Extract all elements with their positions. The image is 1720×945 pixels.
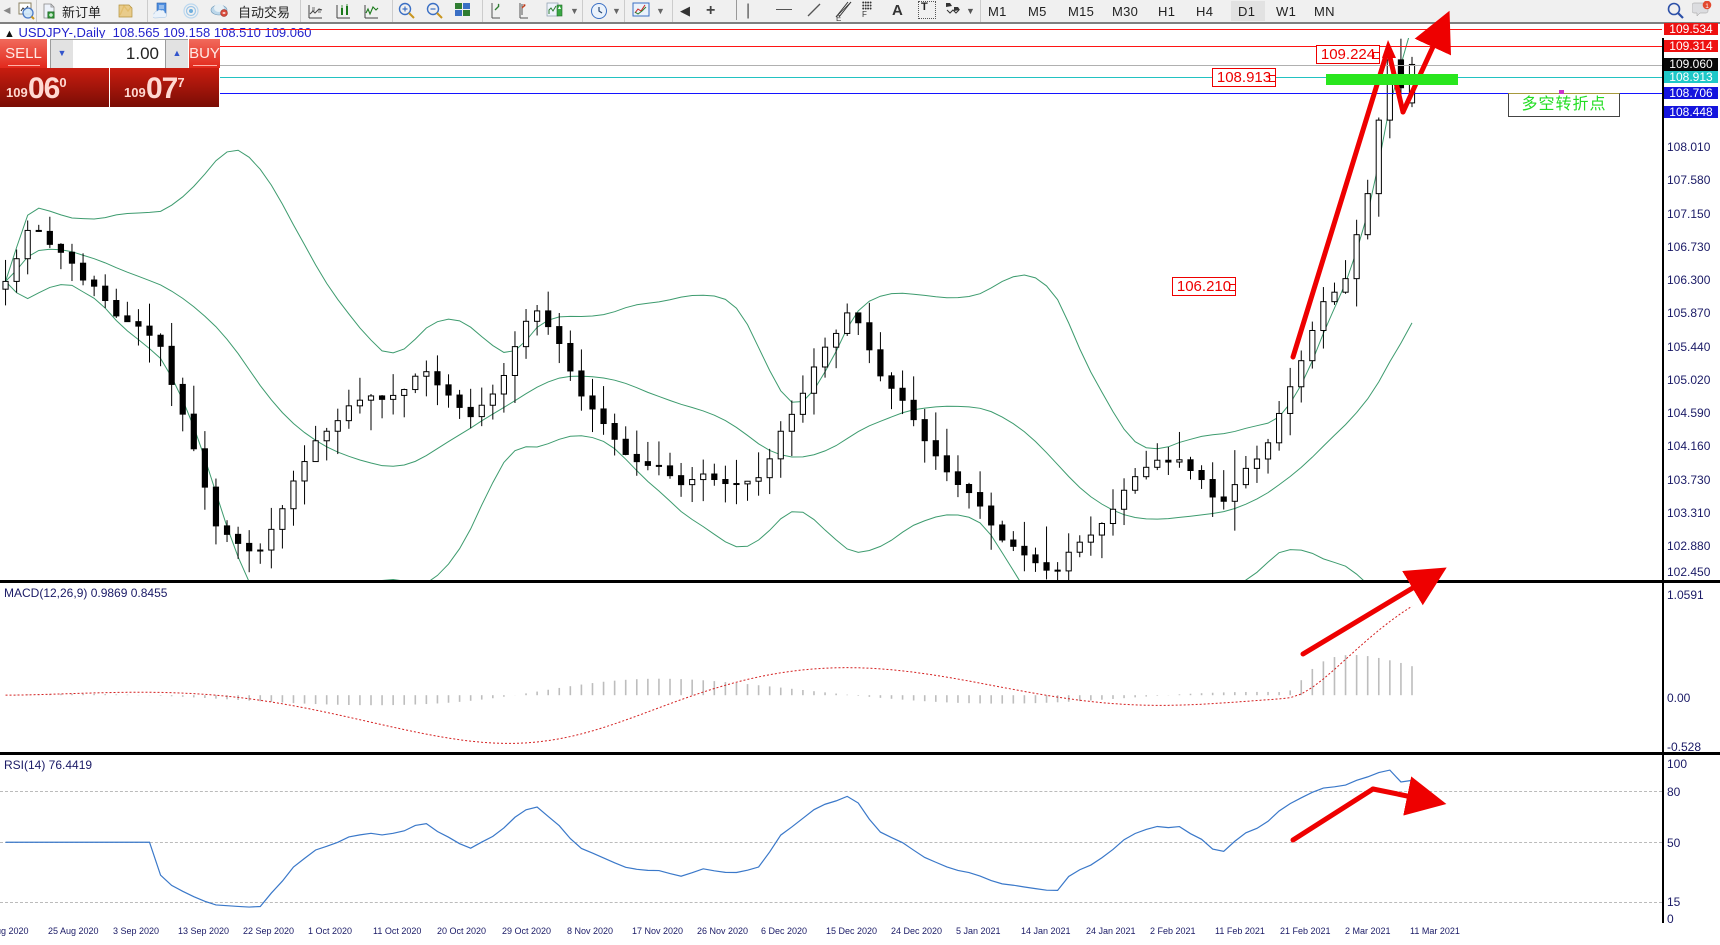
- svg-text:1: 1: [1705, 3, 1709, 10]
